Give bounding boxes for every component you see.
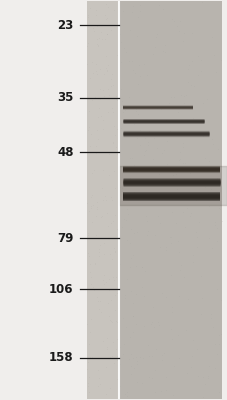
Text: 35: 35 (57, 92, 73, 104)
Text: 106: 106 (49, 282, 73, 296)
Text: 158: 158 (49, 352, 73, 364)
Bar (118, 166, 226, 205)
Text: 79: 79 (57, 232, 73, 245)
Bar (118, 166, 226, 205)
Bar (86, 1, 118, 399)
Bar (118, 1, 221, 399)
Text: 48: 48 (57, 146, 73, 159)
Text: 23: 23 (57, 19, 73, 32)
